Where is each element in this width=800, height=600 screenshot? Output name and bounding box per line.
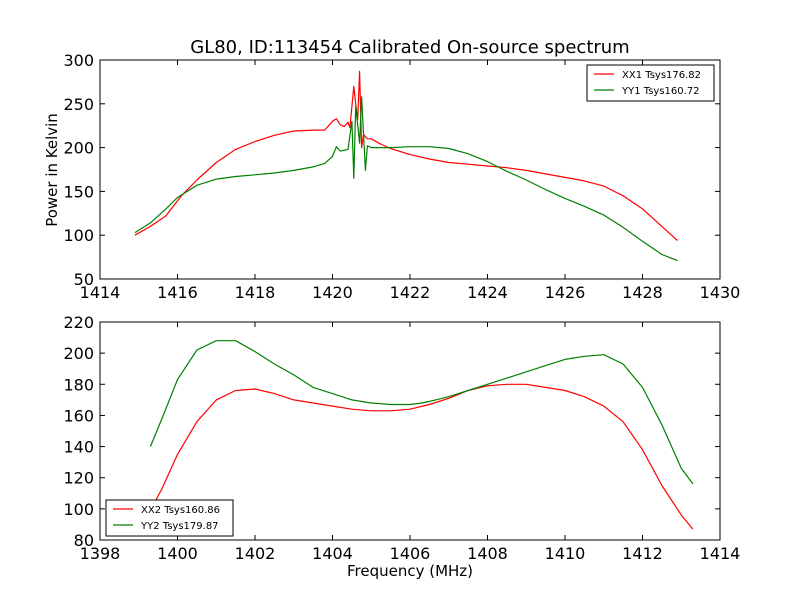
y-tick-label: 80	[74, 531, 94, 550]
legend-box	[586, 64, 715, 102]
legend-label: YY1 Tsys160.72	[621, 86, 700, 97]
x-tick-label: 1428	[622, 283, 663, 302]
legend-box	[105, 499, 234, 537]
y-tick-label: 120	[63, 469, 94, 488]
x-tick-label: 1410	[545, 544, 586, 563]
series-line-2	[134, 96, 678, 262]
x-tick-label: 1400	[157, 544, 198, 563]
y-tick-label: 100	[63, 226, 94, 245]
legend-label: XX1 Tsys176.82	[622, 70, 701, 81]
y-tick-label: 50	[74, 270, 94, 289]
y-tick-label: 250	[63, 95, 94, 114]
x-tick-label: 1398	[80, 544, 121, 563]
x-tick-label: 1406	[390, 544, 431, 563]
series-line-2	[149, 340, 694, 485]
y-tick-label: 160	[63, 406, 94, 425]
y-tick-label: 200	[63, 139, 94, 158]
x-tick-label: 1416	[157, 283, 198, 302]
bottom-plot-area: 1398 1400 1402 1404 1406 1408 1410 1412 1414 80 10…	[63, 313, 740, 563]
x-tick-label: 1418	[235, 283, 276, 302]
series-line-1	[149, 383, 694, 530]
y-tick-label: 150	[63, 182, 94, 201]
legend: XX1 Tsys176.82 YY1 Tsys160.72	[586, 64, 715, 102]
x-tick-label: 1422	[390, 283, 431, 302]
x-tick-label: 1420	[312, 283, 353, 302]
y-tick-label: 300	[63, 51, 94, 70]
x-tick-label: 1414	[80, 283, 121, 302]
x-tick-label: 1402	[235, 544, 276, 563]
y-tick-label: 220	[63, 313, 94, 332]
x-tick-label: 1408	[467, 544, 508, 563]
y-tick-label: 180	[63, 375, 94, 394]
y-tick-label: 100	[63, 500, 94, 519]
legend-label: XX2 Tsys160.86	[141, 505, 220, 516]
y-tick-label: 140	[63, 438, 94, 457]
legend-label: YY2 Tsys179.87	[140, 521, 219, 532]
series-line-1	[134, 70, 678, 241]
top-plot-area: 1414 1416 1418 1420 1422 1424 1426 1428 1430 50 10…	[63, 51, 740, 302]
top-ylabel: Power in Kelvin	[43, 113, 61, 227]
x-tick-label: 1412	[622, 544, 663, 563]
x-tick-label: 1426	[545, 283, 586, 302]
top-panel: 1414 1416 1418 1420 1422 1424 1426 1428 1430 50 10…	[43, 51, 740, 302]
y-tick-label: 200	[63, 344, 94, 363]
x-tick-label: 1414	[700, 544, 741, 563]
x-tick-label: 1430	[700, 283, 741, 302]
bottom-panel: 1398 1400 1402 1404 1406 1408 1410 1412 1414 80 10…	[63, 313, 740, 580]
figure-title: GL80, ID:113454 Calibrated On-source spe…	[190, 37, 629, 58]
x-tick-label: 1404	[312, 544, 353, 563]
x-tick-label: 1424	[467, 283, 508, 302]
legend: XX2 Tsys160.86 YY2 Tsys179.87	[105, 499, 234, 537]
bottom-xlabel: Frequency (MHz)	[347, 562, 473, 580]
